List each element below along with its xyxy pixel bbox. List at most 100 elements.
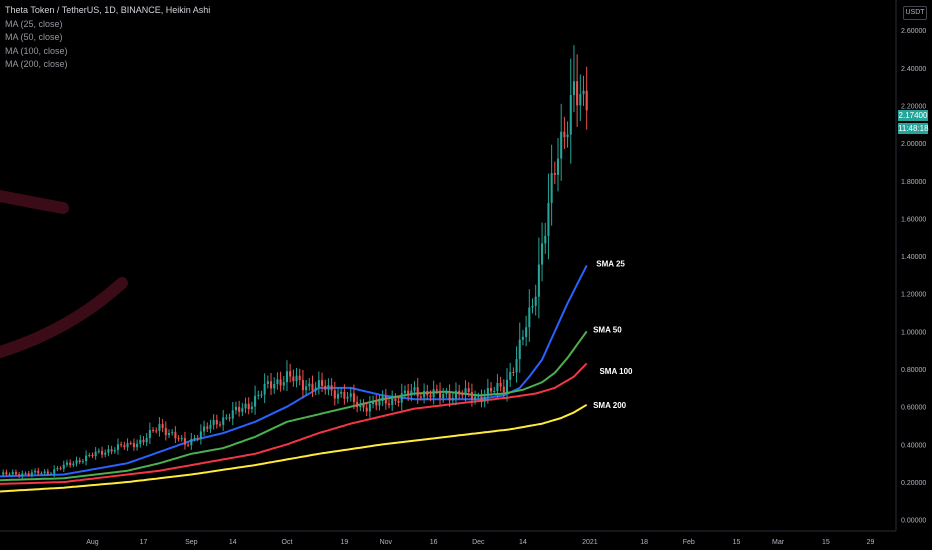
candle-body[interactable] <box>183 438 186 445</box>
candle-body[interactable] <box>180 438 183 440</box>
candle-body[interactable] <box>454 390 458 399</box>
candle-body[interactable] <box>8 474 11 476</box>
candle-body[interactable] <box>553 173 556 175</box>
candle-body[interactable] <box>438 390 442 398</box>
candle-body[interactable] <box>56 468 59 470</box>
candle-body[interactable] <box>298 375 301 380</box>
candle-body[interactable] <box>285 371 289 383</box>
candle-body[interactable] <box>142 439 145 443</box>
candle-body[interactable] <box>407 390 410 396</box>
candle-body[interactable] <box>75 460 78 464</box>
candle-body[interactable] <box>305 386 308 391</box>
candle-body[interactable] <box>148 429 151 438</box>
drawing-stroke[interactable] <box>0 277 128 358</box>
candle-body[interactable] <box>544 235 547 244</box>
candle-body[interactable] <box>161 424 164 429</box>
candle-body[interactable] <box>368 404 371 412</box>
candle-body[interactable] <box>330 385 333 391</box>
candle-body[interactable] <box>14 472 17 475</box>
candle-body[interactable] <box>426 391 429 396</box>
candle-body[interactable] <box>311 383 314 391</box>
candle-body[interactable] <box>46 471 49 474</box>
candle-body[interactable] <box>470 392 473 400</box>
candle-body[interactable] <box>126 443 129 448</box>
candle-body[interactable] <box>451 398 454 401</box>
candle-body[interactable] <box>560 131 563 159</box>
candle-body[interactable] <box>340 391 343 394</box>
candle-body[interactable] <box>40 473 43 475</box>
candle-body[interactable] <box>129 443 132 445</box>
candle-body[interactable] <box>467 388 470 393</box>
candle-body[interactable] <box>276 379 279 385</box>
candle-body[interactable] <box>282 382 285 386</box>
candle-body[interactable] <box>321 380 324 386</box>
candle-body[interactable] <box>521 336 524 340</box>
candle-body[interactable] <box>359 404 362 408</box>
candle-body[interactable] <box>177 438 180 440</box>
candle-body[interactable] <box>273 384 276 389</box>
candle-body[interactable] <box>394 398 397 401</box>
candle-body[interactable] <box>493 390 496 392</box>
candle-body[interactable] <box>269 381 273 389</box>
candle-body[interactable] <box>250 406 253 410</box>
candle-body[interactable] <box>113 450 116 452</box>
candle-body[interactable] <box>416 387 419 397</box>
candle-body[interactable] <box>145 437 148 443</box>
candle-body[interactable] <box>49 473 53 475</box>
candle-body[interactable] <box>499 382 502 387</box>
candle-body[interactable] <box>525 327 528 337</box>
candle-body[interactable] <box>336 393 340 399</box>
candle-body[interactable] <box>397 400 400 403</box>
candle-body[interactable] <box>62 464 65 469</box>
candle-body[interactable] <box>496 382 499 391</box>
indicator-ma50[interactable]: MA (50, close) <box>5 32 63 42</box>
candle-body[interactable] <box>193 437 196 439</box>
candle-body[interactable] <box>104 452 107 455</box>
candle-body[interactable] <box>187 444 190 446</box>
candle-body[interactable] <box>474 396 477 400</box>
candle-body[interactable] <box>158 424 161 432</box>
candle-body[interactable] <box>502 386 505 393</box>
candle-body[interactable] <box>228 417 231 419</box>
candle-body[interactable] <box>238 406 241 412</box>
candle-body[interactable] <box>585 90 588 111</box>
candle-body[interactable] <box>352 393 355 403</box>
candle-body[interactable] <box>333 390 336 399</box>
candle-body[interactable] <box>139 439 142 444</box>
candle-body[interactable] <box>372 400 375 405</box>
candle-body[interactable] <box>27 473 30 475</box>
candle-body[interactable] <box>78 460 81 463</box>
candle-body[interactable] <box>37 470 40 474</box>
candle-body[interactable] <box>413 387 416 391</box>
candle-body[interactable] <box>225 417 228 419</box>
candle-body[interactable] <box>241 408 244 412</box>
candle-body[interactable] <box>196 437 199 439</box>
candle-body[interactable] <box>356 402 359 408</box>
candle-body[interactable] <box>301 379 304 391</box>
candle-body[interactable] <box>327 385 330 390</box>
candle-body[interactable] <box>480 396 483 402</box>
candle-body[interactable] <box>222 417 225 425</box>
candle-body[interactable] <box>164 428 167 436</box>
candle-body[interactable] <box>563 131 566 138</box>
candle-body[interactable] <box>505 379 509 393</box>
candle-body[interactable] <box>343 391 346 399</box>
candle-body[interactable] <box>541 243 544 265</box>
candle-body[interactable] <box>123 445 126 448</box>
candle-body[interactable] <box>231 410 234 419</box>
candle-body[interactable] <box>547 202 550 236</box>
candle-body[interactable] <box>116 444 120 451</box>
candle-body[interactable] <box>324 385 327 390</box>
candle-body[interactable] <box>43 471 46 474</box>
candle-body[interactable] <box>190 438 193 446</box>
candle-body[interactable] <box>365 407 368 412</box>
symbol-title[interactable]: Theta Token / TetherUS, 1D, BINANCE, Hei… <box>5 5 211 15</box>
candle-body[interactable] <box>346 396 349 399</box>
candle-body[interactable] <box>247 403 250 410</box>
candle-body[interactable] <box>512 371 515 373</box>
candle-body[interactable] <box>403 390 406 394</box>
candle-body[interactable] <box>91 454 94 457</box>
candle-body[interactable] <box>362 404 365 408</box>
candle-body[interactable] <box>423 391 426 398</box>
candle-body[interactable] <box>384 396 387 404</box>
